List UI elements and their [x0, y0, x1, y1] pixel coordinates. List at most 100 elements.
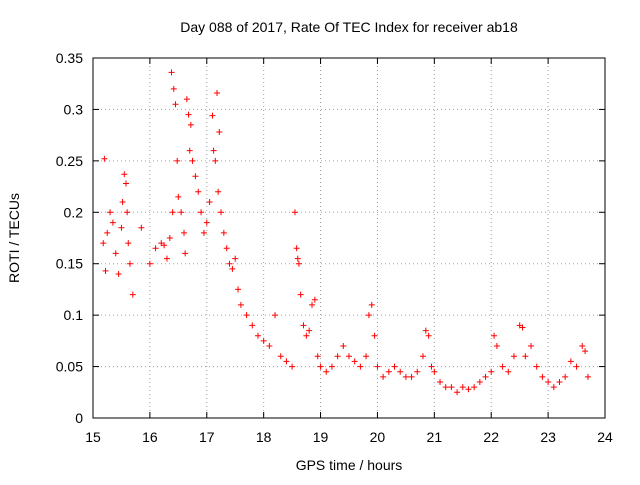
data-point	[198, 209, 205, 216]
data-point	[220, 229, 227, 236]
data-point	[209, 112, 216, 119]
data-point	[138, 224, 145, 231]
plot-frame	[92, 57, 606, 419]
data-point	[306, 327, 313, 334]
x-tick-label: 17	[199, 429, 215, 445]
data-point	[277, 353, 284, 360]
data-point	[465, 386, 472, 393]
data-point	[340, 343, 347, 349]
data-point	[357, 363, 364, 370]
y-tick-label: 0.35	[56, 50, 83, 66]
x-tick-label: 16	[142, 429, 158, 445]
data-point	[169, 209, 176, 216]
data-point	[166, 235, 173, 241]
data-point	[380, 373, 387, 380]
data-point	[104, 229, 111, 236]
data-point	[550, 384, 557, 391]
y-tick-label: 0.15	[56, 256, 83, 272]
data-point	[528, 343, 535, 349]
data-point	[368, 301, 375, 308]
data-point	[303, 332, 310, 339]
data-point	[545, 379, 552, 385]
data-point	[185, 111, 192, 118]
data-point	[102, 267, 109, 274]
data-point	[579, 343, 586, 349]
data-point	[328, 363, 335, 370]
data-point	[215, 188, 222, 195]
data-point	[510, 353, 517, 360]
y-axis-label: ROTI / TECUs	[6, 193, 22, 283]
data-point	[323, 368, 330, 375]
data-point	[442, 384, 449, 391]
data-point	[249, 322, 256, 329]
data-point	[391, 363, 398, 370]
x-axis-label: GPS time / hours	[296, 457, 403, 473]
data-point	[214, 89, 221, 96]
data-point	[374, 363, 381, 370]
data-point	[152, 245, 159, 252]
data-point	[272, 312, 279, 319]
chart-title: Day 088 of 2017, Rate Of TEC Index for r…	[180, 19, 518, 35]
y-tick-label: 0.05	[56, 359, 83, 375]
data-point	[175, 193, 182, 200]
data-point	[243, 312, 250, 319]
data-point	[402, 373, 409, 380]
grid-lines	[93, 58, 605, 418]
data-point	[107, 209, 114, 216]
data-point	[505, 368, 512, 375]
y-tick-label: 0	[75, 410, 83, 426]
y-tick-label: 0.3	[64, 101, 84, 117]
y-tick-label: 0.2	[64, 204, 84, 220]
data-point	[488, 368, 495, 375]
data-point	[206, 199, 213, 205]
data-point	[172, 101, 179, 108]
data-point	[218, 209, 224, 216]
data-point	[311, 296, 318, 303]
data-point	[195, 188, 202, 195]
data-point	[170, 85, 177, 92]
data-point	[119, 199, 126, 205]
data-point	[573, 363, 580, 370]
data-point	[237, 301, 244, 308]
data-point	[122, 180, 129, 187]
data-point	[422, 327, 429, 334]
data-point	[584, 373, 591, 380]
data-point	[533, 363, 540, 370]
data-point	[371, 332, 378, 339]
data-point	[101, 155, 108, 162]
data-point	[556, 379, 563, 385]
data-point	[448, 384, 455, 391]
data-point	[437, 379, 444, 385]
data-point	[182, 250, 189, 257]
data-point	[163, 255, 170, 262]
data-point	[161, 242, 168, 249]
data-point	[471, 384, 478, 391]
data-point	[124, 209, 131, 216]
data-point	[146, 260, 153, 267]
data-point	[562, 373, 569, 380]
data-point	[109, 219, 116, 226]
data-point	[178, 209, 185, 216]
data-point	[567, 358, 574, 365]
data-point	[295, 260, 302, 267]
data-point	[186, 147, 193, 154]
data-point	[181, 229, 188, 236]
data-point	[428, 363, 435, 370]
data-point	[334, 353, 341, 360]
x-tick-label: 21	[427, 429, 443, 445]
data-point	[168, 69, 175, 76]
data-point	[112, 250, 119, 257]
data-point	[289, 363, 296, 370]
data-point	[121, 171, 128, 178]
data-point	[300, 322, 307, 329]
data-point	[216, 129, 223, 136]
data-point	[189, 157, 196, 164]
data-point	[294, 255, 301, 262]
data-point	[192, 173, 199, 180]
x-tick-label: 22	[483, 429, 499, 445]
data-point	[365, 312, 372, 319]
data-point	[183, 96, 190, 103]
data-point	[419, 353, 426, 360]
